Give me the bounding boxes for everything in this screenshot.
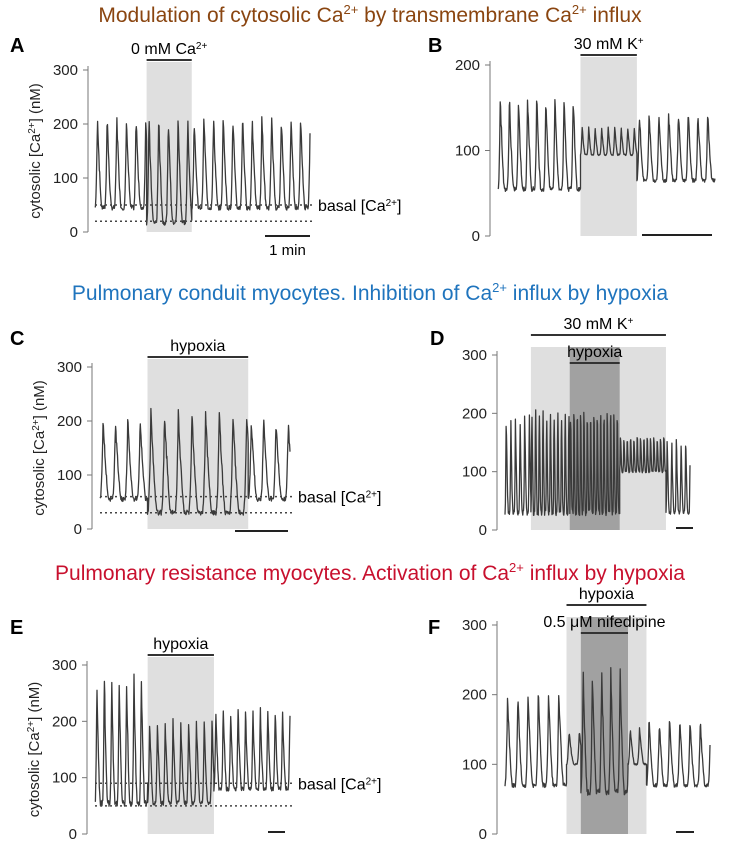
panel-a: A 0 mM Ca2+ 0 100 200 300 cytosolic [Ca2+] (nM…	[10, 35, 401, 259]
y-tick-label: 100	[462, 464, 487, 481]
y-tick-label: 300	[462, 617, 487, 634]
scale-bar-label: 1 min	[269, 242, 306, 259]
panel-label: C	[10, 328, 24, 350]
ca-trace	[504, 667, 711, 796]
y-tick-label: 200	[52, 713, 77, 730]
ca-trace	[504, 409, 691, 517]
y-axis-label: cytosolic [Ca2+] (nM)	[31, 380, 49, 516]
section-title-2: Pulmonary conduit myocytes. Inhibition o…	[71, 280, 669, 305]
basal-label: basal [Ca2+]	[318, 198, 401, 216]
y-tick-label: 100	[57, 467, 82, 484]
section-title-1: Modulation of cytosolic Ca2+ by transmem…	[98, 2, 642, 27]
treatment-label: 30 mM K+	[574, 36, 644, 54]
panel-label: F	[428, 617, 440, 639]
treatment-label: 30 mM K+	[563, 316, 633, 334]
treatment-label: hypoxia	[153, 636, 208, 653]
y-tick-label: 200	[455, 57, 480, 74]
panel-label: D	[430, 328, 444, 350]
y-tick-label: 0	[479, 522, 487, 539]
y-tick-label: 300	[53, 62, 78, 79]
treatment-label: hypoxia	[567, 344, 622, 361]
y-axis-label: cytosolic [Ca2+] (nM)	[26, 682, 44, 818]
ca-trace	[94, 673, 291, 807]
ca-trace	[99, 407, 291, 516]
y-tick-label: 200	[57, 413, 82, 430]
y-tick-label: 100	[52, 770, 77, 787]
basal-label: basal [Ca2+]	[298, 776, 381, 794]
y-tick-label: 200	[462, 687, 487, 704]
y-tick-label: 0	[70, 224, 78, 241]
treatment-label: 0.5 μM nifedipine	[543, 614, 665, 631]
treatment-label: hypoxia	[170, 338, 225, 355]
panel-d: D 30 mM K+ hypoxia 0 100 200 300	[430, 316, 693, 539]
y-tick-label: 0	[69, 826, 77, 843]
y-tick-label: 0	[479, 826, 487, 843]
panel-label: A	[10, 35, 24, 57]
y-tick-label: 200	[53, 116, 78, 133]
panel-label: E	[10, 617, 23, 639]
y-tick-label: 100	[455, 143, 480, 160]
y-tick-label: 300	[462, 347, 487, 364]
y-tick-label: 0	[74, 521, 82, 538]
y-axis-label: cytosolic [Ca2+] (nM)	[27, 83, 45, 219]
y-tick-label: 100	[53, 170, 78, 187]
y-tick-label: 300	[57, 359, 82, 376]
y-tick-label: 100	[462, 756, 487, 773]
ca-trace	[497, 99, 716, 193]
y-tick-label: 0	[472, 228, 480, 245]
panel-b: B 30 mM K+ 0 100 200	[428, 35, 716, 245]
treatment-shading	[580, 57, 637, 236]
panel-label: B	[428, 35, 442, 57]
ca-trace	[94, 116, 311, 226]
y-tick-label: 200	[462, 405, 487, 422]
treatment-label: 0 mM Ca2+	[131, 41, 207, 59]
section-title-3: Pulmonary resistance myocytes. Activatio…	[55, 560, 685, 585]
y-tick-label: 300	[52, 657, 77, 674]
treatment-label: hypoxia	[579, 586, 634, 603]
basal-label: basal [Ca2+]	[298, 489, 381, 507]
